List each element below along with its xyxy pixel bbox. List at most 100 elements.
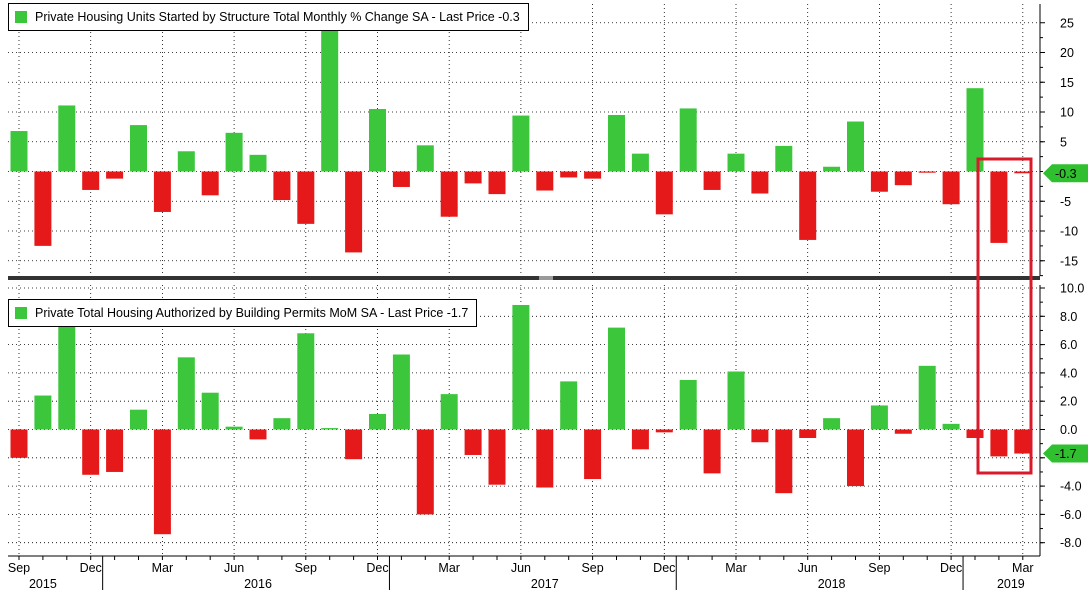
legend-housing-starts: Private Housing Units Started by Structu…	[8, 3, 529, 31]
bar	[608, 114, 625, 172]
bar	[488, 171, 506, 195]
bar	[82, 429, 100, 475]
y-axis-tick-label: 10.0	[1060, 282, 1084, 296]
bar	[1014, 171, 1032, 174]
y-axis-tick-label: -8.0	[1060, 536, 1082, 550]
x-axis-year-label: 2015	[29, 577, 57, 591]
bar	[321, 25, 339, 172]
bar	[249, 429, 267, 440]
panel-divider	[8, 276, 1040, 280]
bar	[703, 171, 721, 190]
y-axis-tick-label: -6.0	[1060, 508, 1082, 522]
bar	[942, 423, 960, 430]
legend-swatch-green	[15, 11, 27, 23]
bar	[966, 88, 984, 172]
y-axis-tick-label: 4.0	[1060, 366, 1077, 380]
bar	[560, 171, 578, 178]
bar	[823, 166, 841, 172]
bar	[34, 395, 52, 430]
last-price-label: -1.7	[1055, 447, 1077, 461]
bar	[106, 429, 124, 472]
x-axis-month-label: Mar	[152, 561, 174, 575]
bar	[153, 171, 171, 212]
bar	[942, 171, 960, 205]
bar	[440, 171, 458, 217]
legend-housing-starts-text: Private Housing Units Started by Structu…	[35, 10, 520, 24]
bar	[775, 145, 793, 172]
y-axis-tick-label: 5	[1060, 135, 1067, 149]
bar	[153, 429, 171, 535]
bar	[870, 171, 888, 192]
bar	[990, 171, 1008, 243]
bar	[177, 151, 195, 172]
bar	[392, 354, 410, 430]
x-axis-month-label: Dec	[366, 561, 388, 575]
x-axis-month-label: Sep	[295, 561, 317, 575]
bar	[106, 171, 124, 179]
y-axis-tick-label: 8.0	[1060, 310, 1077, 324]
bar	[512, 304, 530, 430]
bar	[894, 429, 912, 434]
bar	[751, 171, 769, 194]
bar	[321, 428, 339, 430]
bar	[58, 326, 76, 430]
bar	[345, 429, 363, 460]
bar	[225, 426, 243, 430]
panel-resize-handle	[539, 276, 553, 280]
y-axis-tick-label: -15	[1060, 254, 1078, 268]
bar	[584, 171, 602, 179]
y-axis-tick-label: 2.0	[1060, 395, 1077, 409]
bar	[918, 171, 936, 173]
bar	[488, 429, 506, 485]
legend-building-permits-text: Private Total Housing Authorized by Buil…	[35, 306, 469, 320]
bar	[703, 429, 721, 474]
y-axis-tick-label: 6.0	[1060, 338, 1077, 352]
bar	[727, 371, 745, 430]
y-axis-tick-label: 25	[1060, 16, 1074, 30]
x-axis-month-label: Dec	[940, 561, 962, 575]
bar	[82, 171, 100, 190]
bar	[631, 153, 649, 172]
bar	[847, 429, 864, 487]
bar	[177, 357, 195, 430]
bar	[369, 413, 386, 430]
bar	[297, 333, 315, 430]
bar	[297, 171, 315, 224]
x-axis-month-label: Jun	[511, 561, 531, 575]
bar	[823, 418, 841, 430]
x-axis-month-label: Dec	[80, 561, 102, 575]
bar	[608, 327, 625, 430]
x-axis-month-label: Jun	[224, 561, 244, 575]
y-axis-tick-label: -5	[1060, 195, 1071, 209]
bar	[225, 132, 243, 172]
x-axis-year-label: 2018	[818, 577, 846, 591]
x-axis-month-label: Mar	[438, 561, 460, 575]
y-axis-tick-label: 15	[1060, 76, 1074, 90]
bar	[130, 125, 147, 172]
bar	[34, 171, 52, 246]
y-axis-tick-label: 20	[1060, 46, 1074, 60]
bar	[1014, 429, 1032, 454]
legend-building-permits: Private Total Housing Authorized by Buil…	[8, 299, 478, 327]
y-axis-tick-label: -4.0	[1060, 480, 1082, 494]
last-price-marker	[1043, 164, 1088, 183]
highlight-box	[976, 157, 1033, 475]
bar	[369, 109, 386, 172]
bar	[990, 429, 1008, 457]
y-axis-tick-label: -10	[1060, 225, 1078, 239]
bar	[775, 429, 793, 494]
bar	[679, 379, 697, 430]
x-axis-month-label: Dec	[653, 561, 675, 575]
bar	[894, 171, 912, 186]
bar	[201, 392, 219, 430]
bar	[751, 429, 769, 443]
bar	[536, 171, 554, 191]
bar	[512, 115, 530, 172]
bar	[249, 154, 267, 172]
x-axis-year-label: 2016	[244, 577, 272, 591]
bar	[584, 429, 602, 480]
bar	[870, 405, 888, 430]
bar	[631, 429, 649, 450]
last-price-label: -0.3	[1055, 167, 1077, 181]
